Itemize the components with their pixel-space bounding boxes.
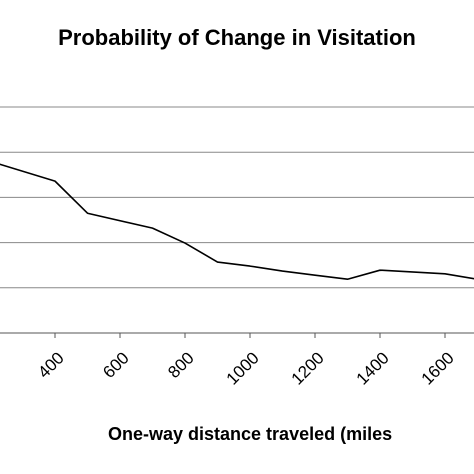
x-tick-label: 1200 [288,348,328,388]
x-tick-label: 200 [0,348,3,381]
x-tick-label: 600 [99,348,132,381]
x-tick-label: 1600 [418,348,458,388]
x-tick-label: 1400 [353,348,393,388]
chart-title: Probability of Change in Visitation [58,25,416,50]
x-tick-label: 1000 [223,348,263,388]
data-line [0,163,474,281]
x-tick-label: 800 [164,348,197,381]
x-axis-label: One-way distance traveled (miles [108,424,392,444]
x-tick-label: 400 [34,348,67,381]
